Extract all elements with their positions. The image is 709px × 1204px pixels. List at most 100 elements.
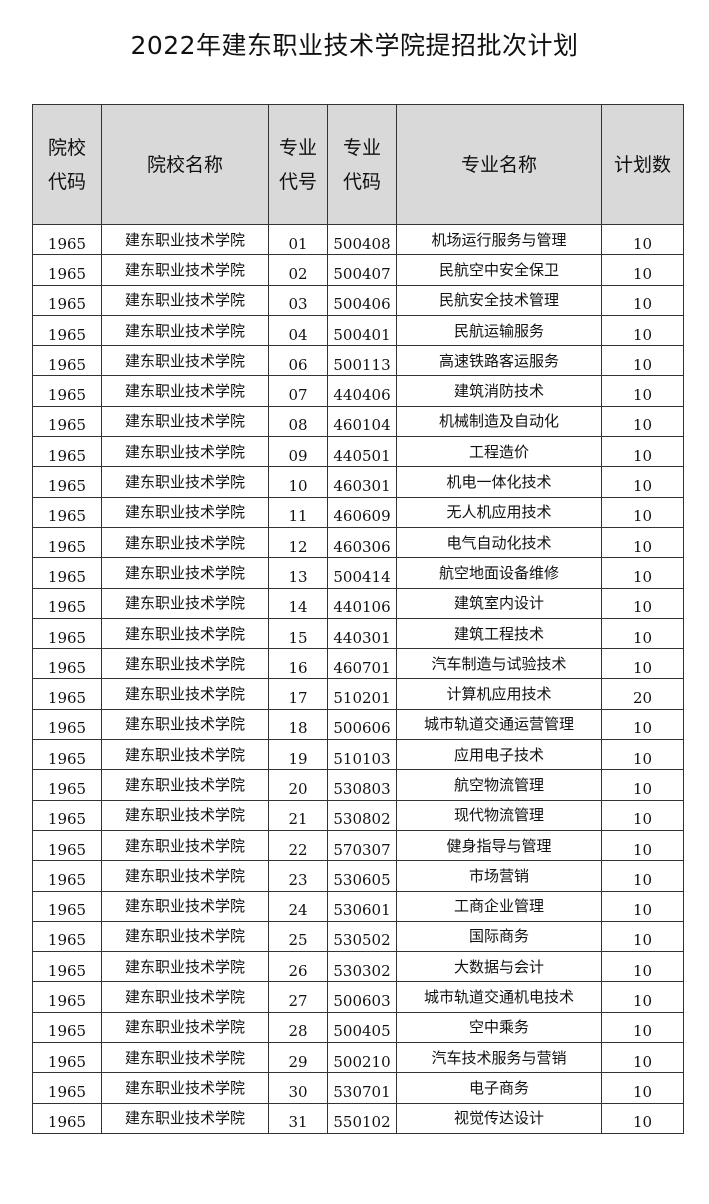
cell-school-code: 1965 [32,1102,102,1134]
header-line: 代码 [342,170,381,193]
cell-school-name: 建东职业技术学院 [101,648,269,680]
cell-major-no: 18 [268,708,328,741]
cell-plan: 20 [601,678,684,710]
cell-plan: 10 [601,284,684,316]
cell-school-code: 1965 [32,1011,102,1044]
header-line: 专业 [278,136,317,159]
cell-major-name: 高速铁路客运服务 [396,345,602,377]
cell-plan: 10 [601,739,684,771]
cell-major-name: 计算机应用技术 [396,678,602,710]
cell-school-code: 1965 [32,466,102,498]
cell-plan: 10 [601,375,684,407]
cell-school-code: 1965 [32,769,102,801]
cell-major-name: 建筑室内设计 [396,587,602,619]
cell-school-code: 1965 [32,557,102,589]
cell-major-name: 汽车制造与试验技术 [396,648,602,680]
cell-school-code: 1965 [32,981,102,1013]
cell-major-no: 28 [268,1011,328,1044]
table-row: 1965 建东职业技术学院 24 530601 工商企业管理 10 [32,890,684,922]
cell-major-no: 27 [268,981,328,1013]
page-title: 2022年建东职业技术学院提招批次计划 [130,31,579,60]
cell-major-name: 工商企业管理 [396,890,602,922]
cell-major-name: 无人机应用技术 [396,496,602,528]
cell-plan: 10 [601,223,684,256]
table-row: 1965 建东职业技术学院 27 500603 城市轨道交通机电技术 10 [32,981,684,1013]
cell-school-code: 1965 [32,526,102,559]
cell-plan: 10 [601,829,684,862]
cell-school-code: 1965 [32,587,102,619]
cell-major-name: 民航空中安全保卫 [396,254,602,286]
table-row: 1965 建东职业技术学院 03 500406 民航安全技术管理 10 [32,284,684,316]
cell-school-name: 建东职业技术学院 [101,678,269,710]
cell-school-name: 建东职业技术学院 [101,254,269,286]
cell-school-name: 建东职业技术学院 [101,284,269,316]
table-row: 1965 建东职业技术学院 11 460609 无人机应用技术 10 [32,496,684,528]
cell-plan: 10 [601,436,684,468]
cell-school-name: 建东职业技术学院 [101,769,269,801]
cell-major-code: 500606 [327,708,397,741]
cell-major-no: 29 [268,1042,328,1074]
cell-major-code: 440301 [327,617,397,650]
cell-school-name: 建东职业技术学院 [101,436,269,468]
header-line: 代码 [47,170,86,193]
cell-major-no: 09 [268,436,328,468]
cell-school-name: 建东职业技术学院 [101,1072,269,1104]
cell-school-name: 建东职业技术学院 [101,890,269,922]
table-row: 1965 建东职业技术学院 30 530701 电子商务 10 [32,1072,684,1104]
cell-major-no: 24 [268,890,328,922]
cell-school-code: 1965 [32,678,102,710]
cell-major-no: 26 [268,951,328,983]
cell-major-name: 市场营销 [396,860,602,892]
cell-school-code: 1965 [32,254,102,286]
cell-major-no: 16 [268,648,328,680]
cell-school-code: 1965 [32,708,102,741]
cell-school-name: 建东职业技术学院 [101,587,269,619]
table-row: 1965 建东职业技术学院 23 530605 市场营销 10 [32,860,684,892]
cell-major-no: 04 [268,314,328,347]
cell-school-name: 建东职业技术学院 [101,1102,269,1134]
cell-major-no: 14 [268,587,328,619]
cell-plan: 10 [601,345,684,377]
cell-school-name: 建东职业技术学院 [101,526,269,559]
cell-major-name: 机场运行服务与管理 [396,223,602,256]
cell-plan: 10 [601,799,684,831]
cell-plan: 10 [601,617,684,650]
cell-major-no: 07 [268,375,328,407]
cell-major-no: 21 [268,799,328,831]
cell-school-code: 1965 [32,829,102,862]
cell-school-name: 建东职业技术学院 [101,557,269,589]
cell-major-name: 航空物流管理 [396,769,602,801]
cell-school-code: 1965 [32,496,102,528]
table-row: 1965 建东职业技术学院 20 530803 航空物流管理 10 [32,769,684,801]
table-row: 1965 建东职业技术学院 25 530502 国际商务 10 [32,920,684,953]
cell-major-code: 440106 [327,587,397,619]
table-row: 1965 建东职业技术学院 02 500407 民航空中安全保卫 10 [32,254,684,286]
cell-school-name: 建东职业技术学院 [101,496,269,528]
table-row: 1965 建东职业技术学院 16 460701 汽车制造与试验技术 10 [32,648,684,680]
table-row: 1965 建东职业技术学院 18 500606 城市轨道交通运营管理 10 [32,708,684,741]
cell-major-no: 22 [268,829,328,862]
table-row: 1965 建东职业技术学院 19 510103 应用电子技术 10 [32,739,684,771]
header-school-code: 院校 代码 [32,104,102,225]
cell-school-code: 1965 [32,890,102,922]
cell-major-name: 现代物流管理 [396,799,602,831]
cell-school-name: 建东职业技术学院 [101,860,269,892]
cell-school-name: 建东职业技术学院 [101,405,269,438]
cell-plan: 10 [601,405,684,438]
cell-major-name: 大数据与会计 [396,951,602,983]
cell-major-code: 550102 [327,1102,397,1134]
table-row: 1965 建东职业技术学院 04 500401 民航运输服务 10 [32,314,684,347]
cell-major-name: 视觉传达设计 [396,1102,602,1134]
cell-major-code: 500603 [327,981,397,1013]
cell-plan: 10 [601,769,684,801]
cell-major-code: 440501 [327,436,397,468]
cell-plan: 10 [601,496,684,528]
cell-school-code: 1965 [32,314,102,347]
cell-plan: 10 [601,981,684,1013]
cell-school-name: 建东职业技术学院 [101,739,269,771]
cell-major-code: 530701 [327,1072,397,1104]
cell-plan: 10 [601,860,684,892]
cell-major-code: 500113 [327,345,397,377]
cell-major-no: 10 [268,466,328,498]
cell-major-code: 530601 [327,890,397,922]
